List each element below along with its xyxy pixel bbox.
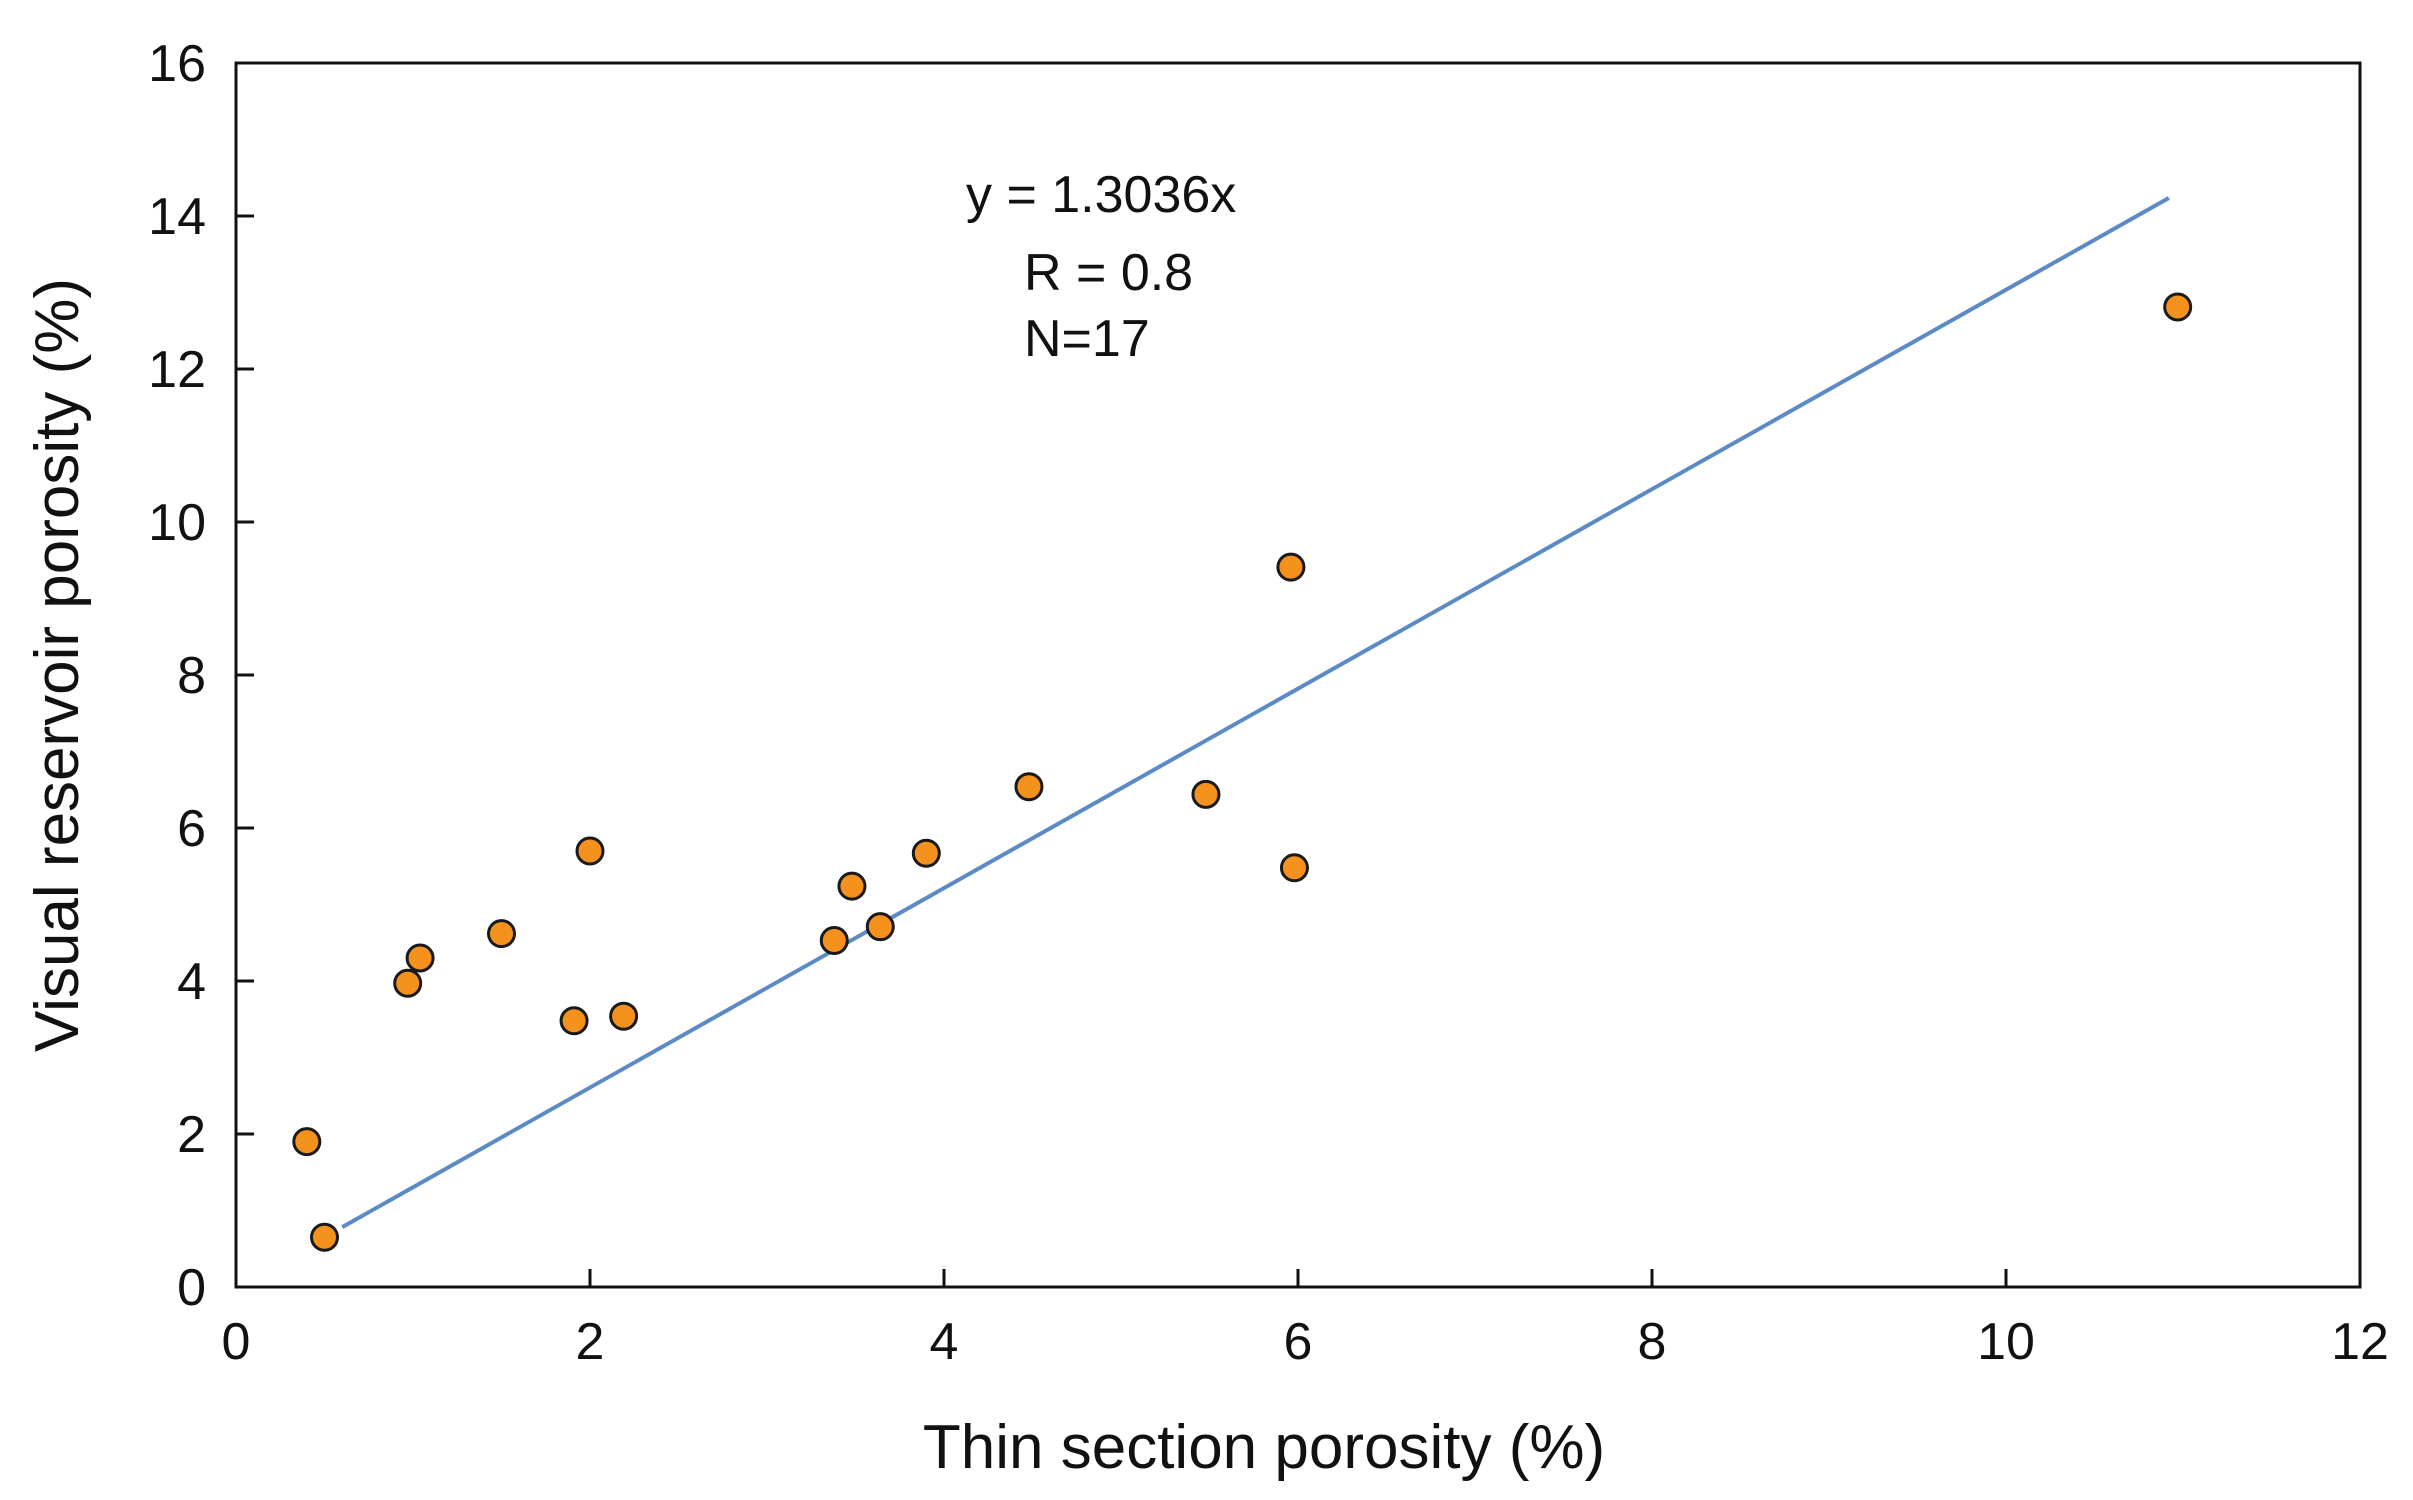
- data-point: [405, 943, 435, 973]
- x-tick-label: 10: [1977, 1313, 2035, 1371]
- r-value-label: R = 0.8: [1024, 244, 1193, 302]
- y-tick-label: 0: [177, 1259, 206, 1317]
- data-point: [837, 871, 867, 901]
- y-tick-label: 8: [177, 647, 206, 705]
- x-tick-label: 0: [222, 1313, 251, 1371]
- y-axis-ticks: 0 2 4 6 8 10 12 14 16: [148, 35, 254, 1317]
- data-point: [292, 1127, 322, 1157]
- x-tick-label: 12: [2331, 1313, 2389, 1371]
- x-tick-label: 4: [930, 1313, 959, 1371]
- y-axis-label: Visual reservoir porosity (%): [23, 278, 92, 1052]
- x-tick-label: 8: [1638, 1313, 1667, 1371]
- data-point: [1191, 779, 1221, 809]
- data-point: [1014, 772, 1044, 802]
- fit-line: [341, 196, 2170, 1229]
- data-points: [292, 292, 2193, 1252]
- data-point: [911, 838, 941, 868]
- data-point: [559, 1006, 589, 1036]
- n-value-label: N=17: [1024, 310, 1150, 368]
- y-tick-label: 12: [148, 341, 206, 399]
- plot-frame: [234, 61, 2362, 1289]
- data-point: [2163, 292, 2193, 322]
- data-point: [310, 1222, 339, 1252]
- y-tick-label: 4: [177, 953, 206, 1011]
- data-point: [1279, 853, 1309, 883]
- equation-label: y = 1.3036x: [966, 166, 1236, 224]
- y-tick-label: 10: [148, 494, 206, 552]
- x-tick-label: 6: [1284, 1313, 1313, 1371]
- data-point: [819, 925, 849, 955]
- x-axis-label: Thin section porosity (%): [923, 1413, 1605, 1482]
- y-tick-label: 6: [177, 800, 206, 858]
- y-tick-label: 14: [148, 188, 206, 246]
- y-tick-label: 2: [177, 1106, 206, 1164]
- y-tick-label: 16: [148, 35, 206, 93]
- data-point: [487, 919, 516, 949]
- x-axis-ticks: 0 2 4 6 8 10 12: [222, 1269, 2389, 1371]
- data-point: [609, 1001, 639, 1031]
- data-point: [575, 836, 605, 866]
- data-point: [393, 968, 423, 998]
- x-tick-label: 2: [576, 1313, 605, 1371]
- data-point: [1276, 552, 1306, 582]
- data-point: [865, 912, 895, 942]
